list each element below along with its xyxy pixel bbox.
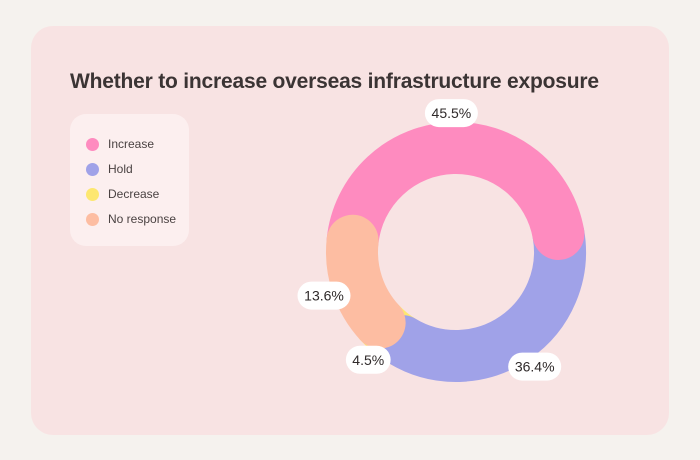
legend-item-no-response: No response <box>86 210 176 228</box>
slice-increase <box>326 122 585 267</box>
legend: Increase Hold Decrease No response <box>70 114 189 246</box>
data-label-pill-increase <box>424 99 478 128</box>
legend-swatch-decrease <box>86 187 99 201</box>
legend-item-hold: Hold <box>86 160 133 178</box>
data-label-pill-decrease <box>345 345 391 374</box>
data-label-hold: 36.4% <box>515 359 555 375</box>
legend-item-decrease: Decrease <box>86 185 159 203</box>
data-label-no-response: 13.6% <box>304 288 344 304</box>
legend-label-hold: Hold <box>108 162 133 176</box>
data-label-decrease: 4.5% <box>352 352 384 368</box>
legend-label-no-response: No response <box>108 212 177 226</box>
legend-item-increase: Increase <box>86 135 154 153</box>
data-label-pill-hold <box>508 352 562 381</box>
data-label-pill-no-response <box>297 281 351 310</box>
slice-no-response <box>326 214 406 349</box>
chart-title: Whether to increase overseas infrastruct… <box>70 70 599 93</box>
legend-swatch-no-response <box>86 212 99 226</box>
slice-hold <box>376 207 586 382</box>
data-label-increase: 45.5% <box>432 105 472 121</box>
legend-swatch-increase <box>86 137 99 151</box>
legend-label-decrease: Decrease <box>108 187 160 201</box>
legend-label-increase: Increase <box>108 137 155 151</box>
legend-swatch-hold <box>86 162 99 176</box>
